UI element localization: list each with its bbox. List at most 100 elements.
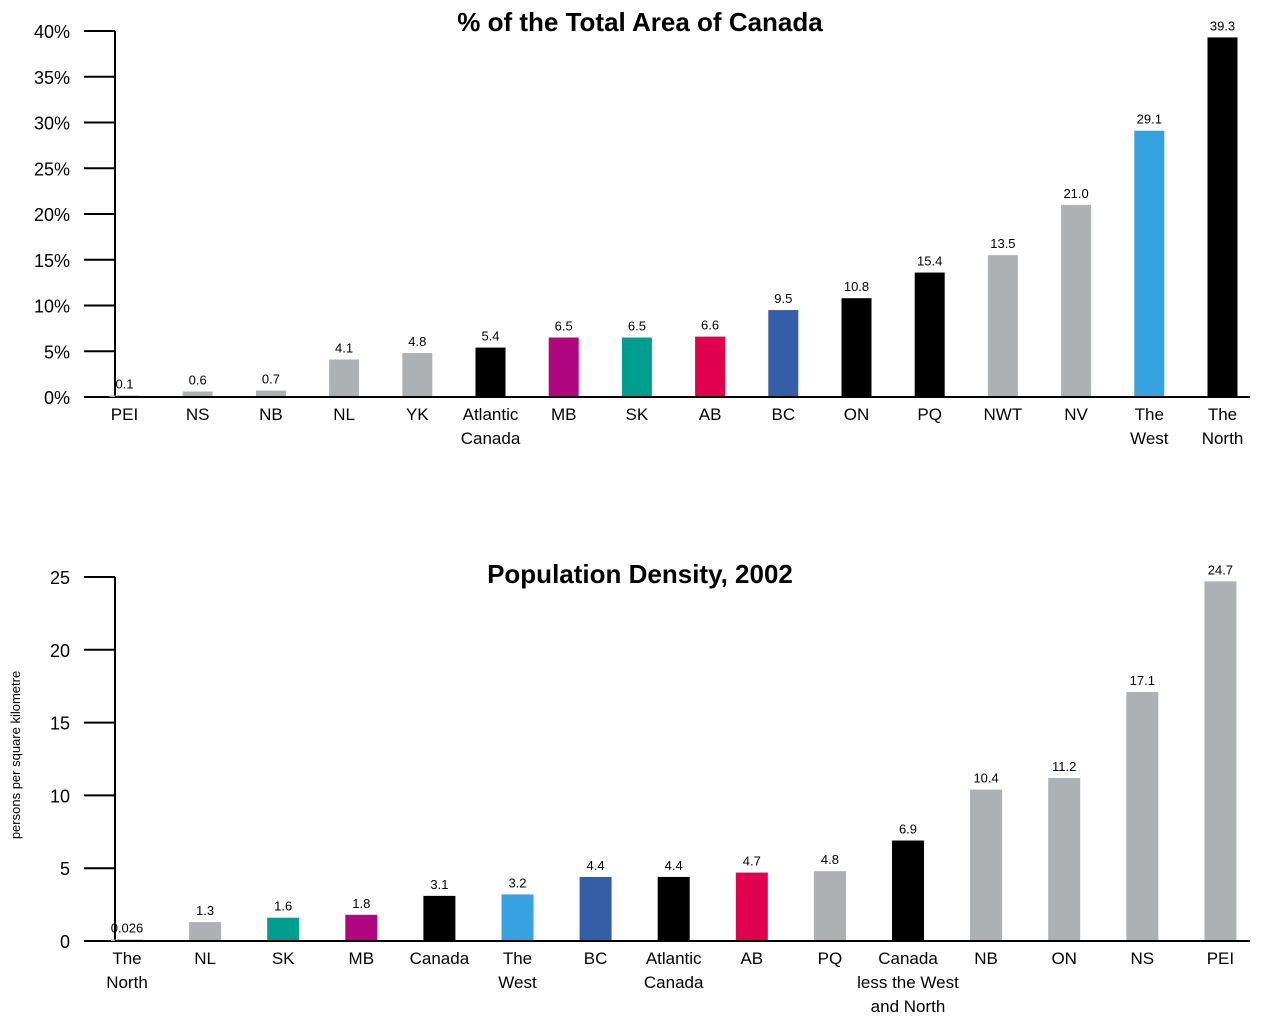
area-category-label: The West <box>1130 405 1169 448</box>
area-category-label: MB <box>551 405 577 424</box>
area-category-label: NWT <box>984 405 1023 424</box>
area-category-line: North <box>1202 429 1244 448</box>
area-bar <box>255 390 286 397</box>
density-data-label: 1.6 <box>274 899 292 914</box>
density-data-label: 6.9 <box>899 822 917 837</box>
density-category-line: The <box>503 949 532 968</box>
area-data-label: 4.8 <box>408 334 426 349</box>
density-category-line: The <box>112 949 141 968</box>
density-category-line: NB <box>974 949 998 968</box>
density-category-line: Atlantic <box>646 949 702 968</box>
density-category-label: PEI <box>1207 949 1234 968</box>
density-category-label: NB <box>974 949 998 968</box>
density-bar <box>735 872 768 941</box>
area-category-line: West <box>1130 429 1169 448</box>
area-category-label: NB <box>259 405 283 424</box>
density-category-label: Canada <box>410 949 470 968</box>
area-category-line: BC <box>771 405 795 424</box>
density-y-tick-label: 25 <box>50 568 70 588</box>
density-category-line: Canada <box>644 973 704 992</box>
area-bar <box>987 255 1018 397</box>
area-y-tick-label: 15% <box>34 251 70 271</box>
area-category-line: Canada <box>461 429 521 448</box>
density-category-label: PQ <box>818 949 843 968</box>
area-category-line: The <box>1135 405 1164 424</box>
density-category-label: Atlantic Canada <box>644 949 704 992</box>
density-y-tick-label: 0 <box>60 932 70 952</box>
area-category-line: ON <box>844 405 870 424</box>
density-bar <box>345 914 378 941</box>
density-category-line: North <box>106 973 148 992</box>
area-category-label: BC <box>771 405 795 424</box>
area-category-line: NWT <box>984 405 1023 424</box>
density-data-label: 24.7 <box>1208 562 1233 577</box>
density-category-label: SK <box>272 949 295 968</box>
density-bar <box>423 895 456 941</box>
density-bar <box>970 789 1003 941</box>
area-bar <box>768 310 799 397</box>
area-data-label: 0.6 <box>189 373 207 388</box>
density-data-label: 1.3 <box>196 903 214 918</box>
area-category-line: PEI <box>111 405 138 424</box>
density-data-label: 4.7 <box>743 854 761 869</box>
area-data-label: 0.7 <box>262 372 280 387</box>
density-category-line: PQ <box>818 949 843 968</box>
density-category-line: Canada <box>410 949 470 968</box>
density-data-label: 3.1 <box>430 877 448 892</box>
area-data-label: 21.0 <box>1063 186 1088 201</box>
density-category-label: BC <box>584 949 608 968</box>
area-category-label: The North <box>1202 405 1244 448</box>
density-category-label: ON <box>1051 949 1077 968</box>
density-bar <box>501 894 534 941</box>
density-bar <box>189 922 222 941</box>
area-category-label: PEI <box>111 405 138 424</box>
area-data-label: 10.8 <box>844 279 869 294</box>
area-data-label: 0.1 <box>115 377 133 392</box>
area-data-label: 39.3 <box>1210 18 1235 33</box>
density-data-label: 4.4 <box>665 858 683 873</box>
density-category-label: NS <box>1130 949 1154 968</box>
area-data-label: 29.1 <box>1137 112 1162 127</box>
density-y-axis-label: persons per square kilometre <box>8 671 23 839</box>
density-category-line: BC <box>584 949 608 968</box>
area-category-line: SK <box>626 405 649 424</box>
area-category-line: PQ <box>917 405 942 424</box>
density-bar <box>267 917 300 941</box>
area-category-line: MB <box>551 405 577 424</box>
density-category-label: Canada less the West and North <box>857 949 959 1016</box>
density-chart: Population Density, 2002 persons per squa… <box>8 559 1250 1016</box>
density-data-label: 17.1 <box>1130 673 1155 688</box>
area-y-tick-label: 40% <box>34 22 70 42</box>
density-bar <box>579 876 612 941</box>
area-category-label: SK <box>626 405 649 424</box>
area-category-label: AB <box>699 405 722 424</box>
area-y-tick-label: 30% <box>34 114 70 134</box>
area-category-label: NS <box>186 405 210 424</box>
density-bar <box>657 876 690 941</box>
density-category-line: PEI <box>1207 949 1234 968</box>
density-category-line: Canada <box>878 949 938 968</box>
area-category-label: PQ <box>917 405 942 424</box>
density-data-label: 4.8 <box>821 852 839 867</box>
area-y-tick-label: 35% <box>34 68 70 88</box>
density-bar <box>892 840 924 941</box>
density-y-tick-label: 10 <box>50 786 70 806</box>
area-category-line: YK <box>406 405 429 424</box>
area-category-line: NB <box>259 405 283 424</box>
density-bar <box>813 871 846 941</box>
area-data-label: 5.4 <box>481 329 499 344</box>
density-data-label: 11.2 <box>1052 759 1076 774</box>
density-category-line: MB <box>349 949 375 968</box>
area-data-label: 6.6 <box>701 318 719 333</box>
area-bar <box>182 391 213 397</box>
area-y-tick-label: 25% <box>34 159 70 179</box>
density-bar <box>1126 692 1159 941</box>
density-category-label: MB <box>349 949 375 968</box>
density-y-tick-label: 20 <box>50 641 70 661</box>
density-category-line: NS <box>1130 949 1154 968</box>
area-category-label: ON <box>844 405 870 424</box>
area-bar <box>402 353 433 397</box>
density-category-line: AB <box>740 949 763 968</box>
area-category-label: NV <box>1064 405 1088 424</box>
